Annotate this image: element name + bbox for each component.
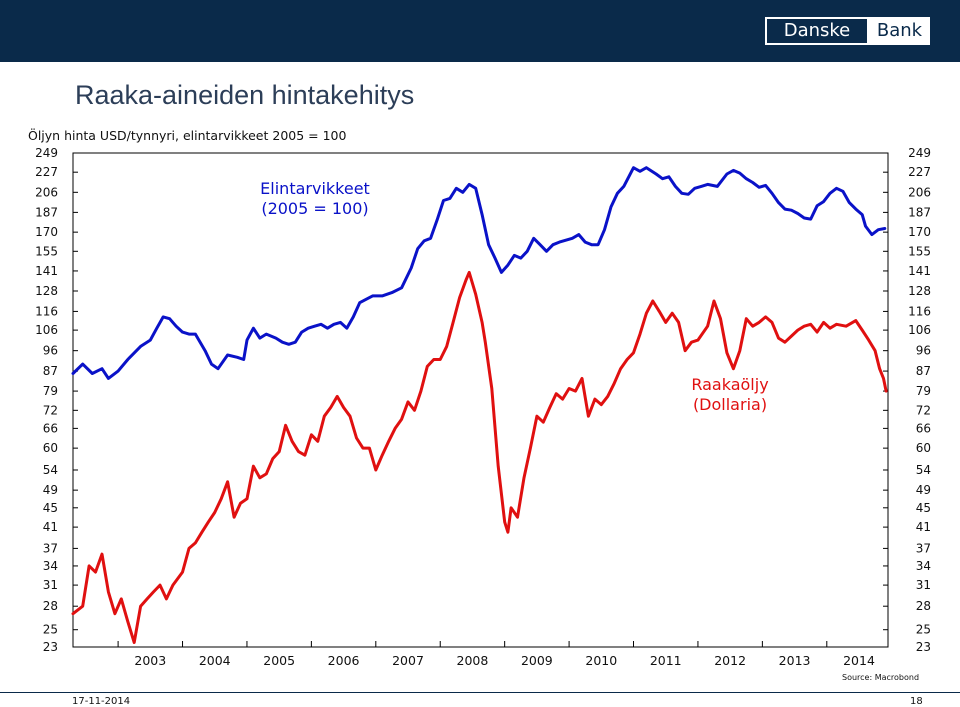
y-tick-label-right: 128 [908,284,931,298]
crude-oil-line [71,270,888,644]
y-tick-label-right: 45 [916,501,931,515]
x-tick-label: 2010 [585,653,617,668]
y-tick-label-right: 206 [908,185,931,199]
line-chart: 249 227 206 187 170 155 141 128 116 106 96 87 79 72 66… [35,146,931,668]
y-tick-label-left: 227 [35,165,58,179]
x-tick-label: 2004 [199,653,231,668]
y-tick-label-right: 28 [916,599,931,613]
y-tick-label-right: 249 [908,146,931,160]
plot-frame [72,152,889,648]
food-series-label: Elintarvikkeet [260,179,370,198]
y-tick-label-right: 34 [916,559,931,573]
y-tick-label-left: 23 [43,640,58,654]
y-tick-label-left: 45 [43,501,58,515]
y-tick-label-right: 87 [916,364,931,378]
y-tick-label-left: 34 [43,559,58,573]
y-tick-label-right: 155 [908,244,931,258]
source-note: Source: Macrobond [842,673,920,682]
y-tick-label-left: 87 [43,364,58,378]
y-tick-label-left: 106 [35,323,58,337]
x-tick-label: 2013 [779,653,811,668]
x-tick-label: 2014 [843,653,875,668]
x-tick-label: 2005 [263,653,295,668]
y-tick-label-right: 141 [908,264,931,278]
y-tick-label-right: 60 [916,441,931,455]
logo-word-bank: Bank [876,20,923,41]
y-tick-label-left: 170 [35,225,58,239]
y-tick-label-left: 49 [43,483,58,497]
y-tick-label-right: 31 [916,578,931,592]
y-tick-label-left: 187 [35,205,58,219]
y-tick-label-right: 187 [908,205,931,219]
logo-word-danske: Danske [767,19,867,43]
chart-subtitle: Öljyn hinta USD/tynnyri, elintarvikkeet … [28,128,347,143]
footer-divider [0,692,960,693]
y-tick-label-left: 41 [43,520,58,534]
food-series-label: (2005 = 100) [261,199,368,218]
y-tick-label-right: 54 [916,463,931,477]
x-tick-label: 2003 [134,653,166,668]
y-tick-label-right: 41 [916,520,931,534]
footer-date: 17-11-2014 [72,696,131,707]
y-tick-label-left: 249 [35,146,58,160]
y-tick-label-right: 96 [916,344,931,358]
x-tick-label: 2011 [650,653,682,668]
y-tick-label-left: 116 [35,304,58,318]
y-tick-label-left: 25 [43,623,58,637]
y-tick-label-left: 66 [43,421,58,435]
y-tick-label-left: 37 [43,541,58,555]
y-tick-label-left: 60 [43,441,58,455]
y-tick-label-right: 227 [908,165,931,179]
x-tick-label: 2008 [457,653,489,668]
y-tick-label-left: 31 [43,578,58,592]
y-tick-label-right: 106 [908,323,931,337]
y-axis-left: 249 227 206 187 170 155 141 128 116 106 96 87 79 72 66… [35,146,78,654]
series-layer [71,166,888,644]
y-tick-label-right: 23 [916,640,931,654]
y-tick-label-right: 116 [908,304,931,318]
x-tick-label: 2012 [714,653,746,668]
header-bar: Danske Bank [0,0,960,62]
y-tick-label-left: 54 [43,463,58,477]
series-labels: Elintarvikkeet(2005 = 100) Raakaöljy(Doll… [260,179,768,414]
x-tick-label: 2007 [392,653,424,668]
oil-series-label: (Dollaria) [693,395,767,414]
y-tick-label-left: 128 [35,284,58,298]
y-tick-label-left: 141 [35,264,58,278]
y-tick-label-left: 79 [43,384,58,398]
y-tick-label-right: 79 [916,384,931,398]
x-axis: 2003 2004 2005 2006 2007 2008 2009 2010 2011 2012… [117,641,875,668]
y-tick-label-left: 96 [43,344,58,358]
page-number: 18 [910,696,923,707]
y-tick-label-right: 72 [916,403,931,417]
page-title: Raaka-aineiden hintakehitys [75,80,415,110]
food-index-line [71,166,887,380]
y-tick-label-left: 28 [43,599,58,613]
y-tick-label-left: 72 [43,403,58,417]
x-tick-label: 2006 [328,653,360,668]
y-tick-label-right: 66 [916,421,931,435]
y-axis-right: 249 227 206 187 170 155 141 128 116 106 96 87 79 72 66… [883,146,931,654]
danske-bank-logo: Danske Bank [765,17,930,45]
y-tick-label-right: 25 [916,623,931,637]
oil-series-label: Raakaöljy [691,375,768,394]
x-tick-label: 2009 [521,653,553,668]
y-tick-label-right: 49 [916,483,931,497]
y-tick-label-left: 206 [35,185,58,199]
y-tick-label-right: 37 [916,541,931,555]
y-tick-label-left: 155 [35,244,58,258]
y-tick-label-right: 170 [908,225,931,239]
